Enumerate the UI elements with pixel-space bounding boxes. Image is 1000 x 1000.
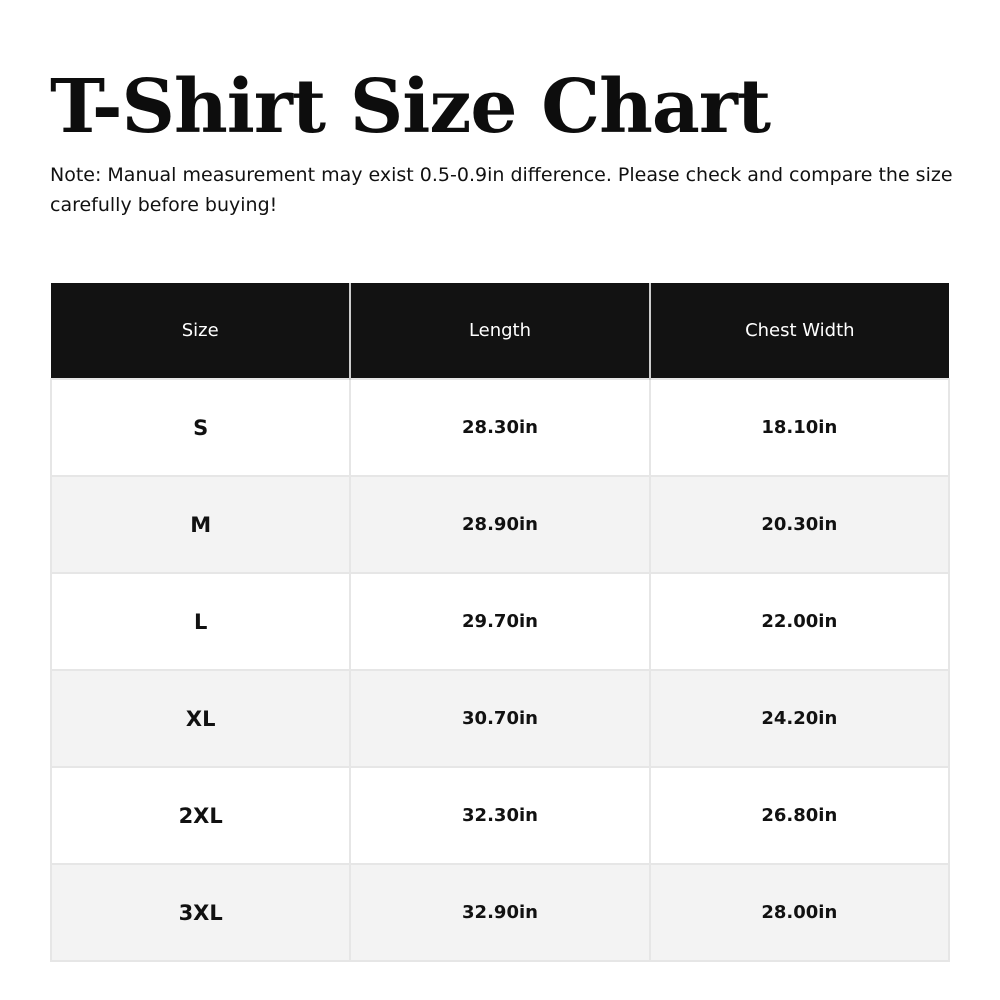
length-cell: 28.30in [349, 378, 651, 477]
size-cell: M [49, 475, 352, 574]
table-row: 3XL 32.90in 28.00in [49, 863, 951, 962]
table-header-row: Size Length Chest Width [51, 283, 949, 379]
table-row: L 29.70in 22.00in [49, 572, 951, 671]
table-row: M 28.90in 20.30in [49, 475, 951, 574]
length-cell: 28.90in [349, 475, 651, 574]
size-cell: XL [49, 669, 352, 768]
chest-width-cell: 20.30in [648, 475, 951, 574]
size-chart-table: Size Length Chest Width S 28.30in 18.10in M… [49, 283, 951, 962]
page-title: T-Shirt Size Chart [50, 64, 771, 150]
length-cell: 30.70in [349, 669, 651, 768]
length-cell: 32.30in [349, 766, 651, 865]
size-cell: L [49, 572, 352, 671]
table-row: 2XL 32.30in 26.80in [49, 766, 951, 865]
length-cell: 32.90in [349, 863, 651, 962]
size-cell: 2XL [49, 766, 352, 865]
header-length: Length [349, 283, 650, 379]
size-cell: 3XL [49, 863, 352, 962]
table-row: XL 30.70in 24.20in [49, 669, 951, 768]
chest-width-cell: 28.00in [648, 863, 951, 962]
header-size: Size [51, 283, 351, 379]
chest-width-cell: 26.80in [648, 766, 951, 865]
chest-width-cell: 22.00in [648, 572, 951, 671]
table-row: S 28.30in 18.10in [49, 378, 951, 477]
chest-width-cell: 24.20in [648, 669, 951, 768]
size-cell: S [49, 378, 352, 477]
length-cell: 29.70in [349, 572, 651, 671]
chest-width-cell: 18.10in [648, 378, 951, 477]
header-chest-width: Chest Width [648, 283, 949, 379]
measurement-note: Note: Manual measurement may exist 0.5-0… [50, 164, 953, 216]
